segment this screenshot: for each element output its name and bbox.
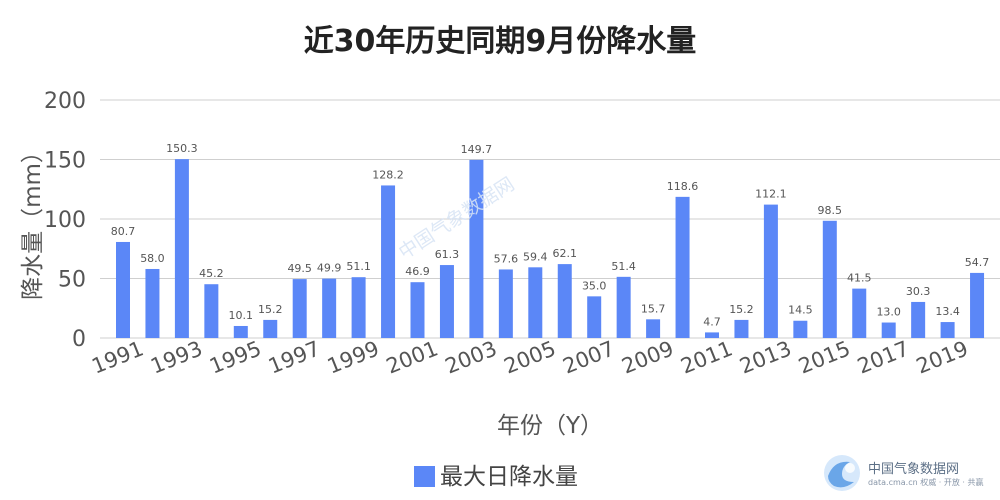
y-tick-label: 50 [58, 268, 86, 293]
bar-1996[interactable] [263, 319, 278, 338]
data-label: 45.2 [199, 267, 224, 280]
bar-2006[interactable] [557, 264, 572, 338]
data-label: 149.7 [461, 143, 493, 156]
data-label: 30.3 [906, 285, 931, 298]
data-label: 58.0 [140, 252, 165, 265]
watermark-subtitle: data.cma.cn 权威 · 开放 · 共赢 [868, 478, 984, 487]
legend-swatch [414, 466, 435, 487]
bar-2018[interactable] [911, 301, 926, 338]
legend[interactable]: 最大日降水量 [414, 464, 578, 490]
x-tick-label: 1993 [147, 336, 206, 378]
gridlines [100, 99, 1000, 339]
legend-label: 最大日降水量 [440, 464, 578, 490]
x-tick-label: 2019 [913, 336, 972, 378]
data-label: 4.7 [703, 315, 721, 328]
data-label: 41.5 [847, 272, 872, 285]
bar-1999[interactable] [351, 277, 366, 338]
bar-2005[interactable] [528, 267, 543, 338]
x-tick-label: 2011 [677, 336, 736, 378]
y-tick-label: 100 [44, 208, 86, 233]
bar-1995[interactable] [233, 325, 248, 338]
bar-2009[interactable] [646, 319, 661, 338]
data-label: 61.3 [435, 248, 460, 261]
bar-1991[interactable] [116, 241, 130, 338]
bar-2001[interactable] [410, 282, 425, 338]
bar-1993[interactable] [174, 159, 189, 338]
bar-1992[interactable] [145, 268, 160, 338]
x-tick-label: 1999 [324, 336, 383, 378]
x-axis-title: 年份（Y） [497, 413, 603, 439]
data-label: 46.9 [405, 265, 430, 278]
bar-2015[interactable] [822, 220, 837, 338]
data-label: 35.0 [582, 279, 607, 292]
x-tick-label: 1991 [88, 336, 147, 378]
bar-2000[interactable] [381, 185, 396, 338]
x-tick-label: 2005 [501, 336, 560, 378]
data-label: 150.3 [166, 142, 198, 155]
data-label: 128.2 [372, 168, 404, 181]
bar-2011[interactable] [705, 332, 719, 338]
x-tick-label: 2009 [618, 336, 677, 378]
data-label: 54.7 [965, 256, 990, 269]
data-label: 15.2 [729, 303, 754, 316]
bar-1997[interactable] [292, 279, 307, 338]
bar-2012[interactable] [734, 319, 749, 338]
chart-title: 近30年历史同期9月份降水量 [303, 24, 697, 59]
bar-2016[interactable] [852, 288, 867, 338]
x-tick-label: 1997 [265, 336, 324, 378]
y-tick-label: 200 [44, 89, 86, 114]
bar-2008[interactable] [616, 276, 631, 338]
data-label: 51.4 [611, 260, 636, 273]
data-label: 57.6 [494, 252, 519, 265]
y-tick-label: 0 [72, 327, 86, 352]
data-label: 112.1 [755, 188, 787, 201]
x-tick-label: 2001 [383, 336, 442, 378]
data-label: 98.5 [818, 204, 843, 217]
bars [116, 159, 985, 338]
bar-2017[interactable] [881, 322, 896, 338]
y-tick-label: 150 [44, 149, 86, 174]
data-label: 15.2 [258, 303, 283, 316]
x-tick-label: 2013 [736, 336, 795, 378]
bar-2004[interactable] [498, 269, 513, 338]
data-source-watermark: 中国气象数据网 data.cma.cn 权威 · 开放 · 共赢 [820, 452, 995, 494]
data-label: 49.9 [317, 262, 342, 275]
x-tick-label: 2015 [795, 336, 854, 378]
data-label: 118.6 [667, 180, 699, 193]
bar-2002[interactable] [439, 265, 454, 338]
bar-2010[interactable] [675, 196, 690, 338]
bar-1994[interactable] [204, 284, 219, 338]
data-label: 62.1 [553, 247, 578, 260]
data-label: 13.0 [876, 306, 901, 319]
bar-2007[interactable] [587, 296, 602, 338]
data-labels: 80.7 58.0 150.3 45.2 10.1 15.2 49.5 49.9 51.1 128… [111, 142, 990, 328]
y-axis-title: 降水量（mm） [20, 140, 46, 300]
data-label: 15.7 [641, 302, 666, 315]
bar-2013[interactable] [763, 204, 778, 338]
data-label: 14.5 [788, 304, 813, 317]
bar-2020[interactable] [970, 272, 985, 338]
x-tick-label: 2007 [560, 336, 619, 378]
data-label: 49.5 [287, 262, 312, 275]
data-label: 80.7 [111, 225, 136, 238]
data-label: 59.4 [523, 250, 548, 263]
bar-1998[interactable] [322, 278, 337, 338]
data-label: 13.4 [935, 305, 960, 318]
cma-logo-icon [824, 455, 860, 491]
data-label: 51.1 [346, 260, 371, 273]
bar-2014[interactable] [793, 320, 808, 338]
x-tick-label: 1995 [206, 336, 265, 378]
watermark-name: 中国气象数据网 [868, 462, 960, 477]
data-label: 10.1 [229, 309, 254, 322]
x-tick-label: 2003 [442, 336, 501, 378]
bar-2003[interactable] [469, 159, 484, 338]
x-tick-label: 2017 [854, 336, 913, 378]
bar-2019[interactable] [940, 322, 955, 338]
